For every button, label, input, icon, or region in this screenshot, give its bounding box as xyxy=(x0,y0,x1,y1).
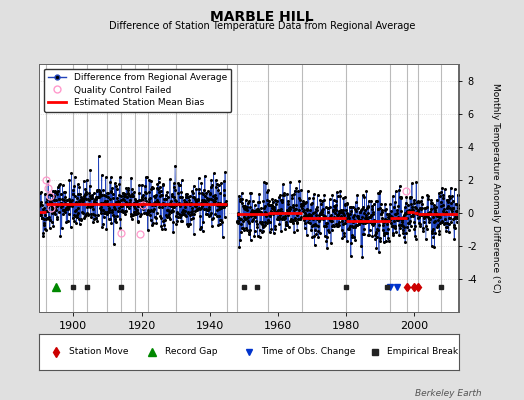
Text: Berkeley Earth: Berkeley Earth xyxy=(416,389,482,398)
Text: MARBLE HILL: MARBLE HILL xyxy=(210,10,314,24)
Text: Time of Obs. Change: Time of Obs. Change xyxy=(261,348,356,356)
Y-axis label: Monthly Temperature Anomaly Difference (°C): Monthly Temperature Anomaly Difference (… xyxy=(491,83,500,293)
Text: Record Gap: Record Gap xyxy=(165,348,217,356)
Text: Difference of Station Temperature Data from Regional Average: Difference of Station Temperature Data f… xyxy=(109,21,415,31)
Text: Station Move: Station Move xyxy=(69,348,128,356)
Text: Empirical Break: Empirical Break xyxy=(387,348,458,356)
Legend: Difference from Regional Average, Quality Control Failed, Estimated Station Mean: Difference from Regional Average, Qualit… xyxy=(44,68,232,112)
